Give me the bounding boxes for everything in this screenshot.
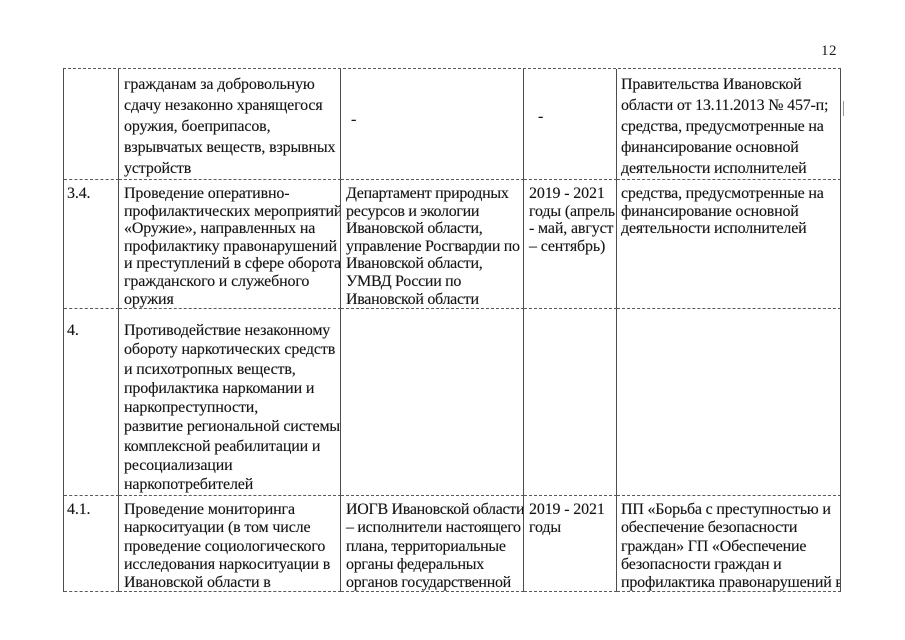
cell-executors: Департамент природных ресурсов и экологи… [341,180,524,309]
cell-timeframe: 2019 - 2021 годы [524,496,617,592]
cell-funding [617,309,841,496]
page-number: 12 [821,43,837,59]
cell-timeframe: 2019 - 2021 годы (апрель - май, август –… [524,180,617,309]
cell-funding: средства, предусмотренные на финансирова… [617,180,841,309]
plan-measures-table: гражданам за добровольную сдачу незаконн… [63,68,841,592]
cell-executors: - [341,69,524,180]
cell-activity: гражданам за добровольную сдачу незаконн… [119,69,341,180]
cell-number: 4. [64,309,119,496]
cell-executors [341,309,524,496]
cell-funding: Правительства Ивановской области от 13.1… [617,69,841,180]
cell-activity: Проведение мониторинга наркоситуации (в … [119,496,341,592]
cell-number: 3.4. [64,180,119,309]
cell-timeframe [524,309,617,496]
cell-activity: Противодействие незаконному обороту нарк… [119,309,341,496]
cell-number [64,69,119,180]
cell-funding: ПП «Борьба с преступностью и обеспечение… [617,496,841,592]
cell-timeframe: - [524,69,617,180]
cell-activity: Проведение оперативно- профилактических … [119,180,341,309]
cell-number: 4.1. [64,496,119,592]
scan-artifact [840,101,844,116]
cell-executors: ИОГВ Ивановской области – исполнители на… [341,496,524,592]
